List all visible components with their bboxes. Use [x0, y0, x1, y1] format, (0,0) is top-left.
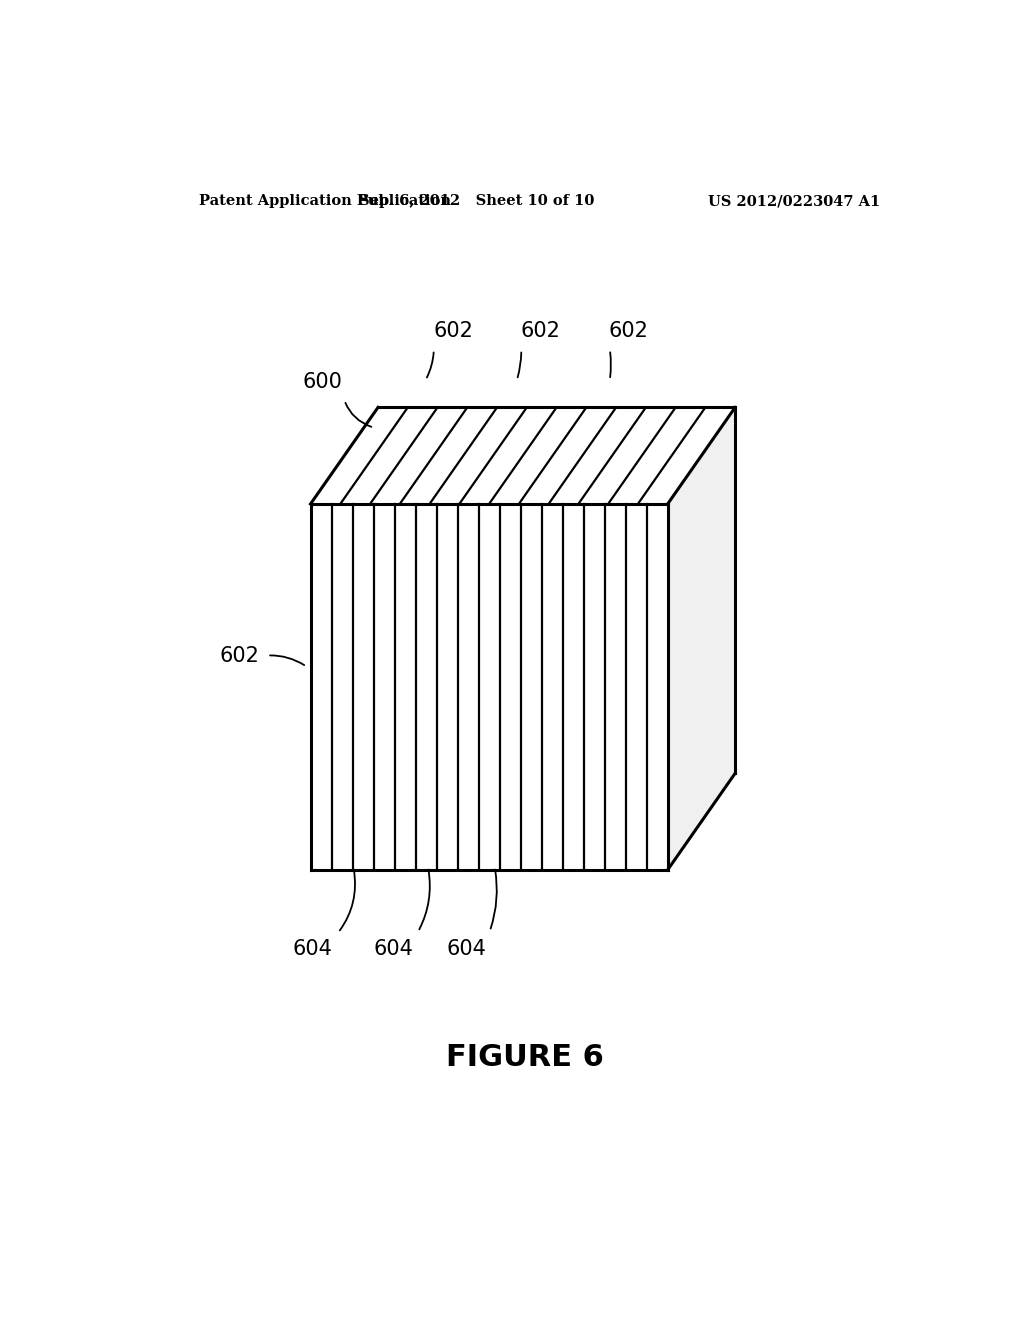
FancyArrowPatch shape — [518, 352, 521, 378]
FancyArrowPatch shape — [427, 352, 433, 378]
Text: US 2012/0223047 A1: US 2012/0223047 A1 — [709, 194, 881, 209]
Text: 602: 602 — [521, 321, 561, 342]
FancyArrowPatch shape — [340, 870, 355, 931]
Text: Patent Application Publication: Patent Application Publication — [200, 194, 452, 209]
Text: 602: 602 — [219, 647, 259, 667]
FancyArrowPatch shape — [345, 403, 372, 426]
Polygon shape — [668, 408, 735, 870]
Polygon shape — [310, 408, 735, 504]
Text: 604: 604 — [446, 939, 486, 960]
Text: 604: 604 — [374, 939, 414, 960]
Polygon shape — [310, 504, 668, 870]
Text: 600: 600 — [302, 372, 342, 392]
FancyArrowPatch shape — [490, 870, 497, 928]
Text: 604: 604 — [293, 939, 333, 960]
FancyArrowPatch shape — [270, 656, 304, 665]
FancyArrowPatch shape — [419, 870, 430, 929]
Text: FIGURE 6: FIGURE 6 — [445, 1043, 604, 1072]
Text: Sep. 6, 2012   Sheet 10 of 10: Sep. 6, 2012 Sheet 10 of 10 — [359, 194, 595, 209]
Text: 602: 602 — [608, 321, 648, 342]
Text: 602: 602 — [433, 321, 473, 342]
